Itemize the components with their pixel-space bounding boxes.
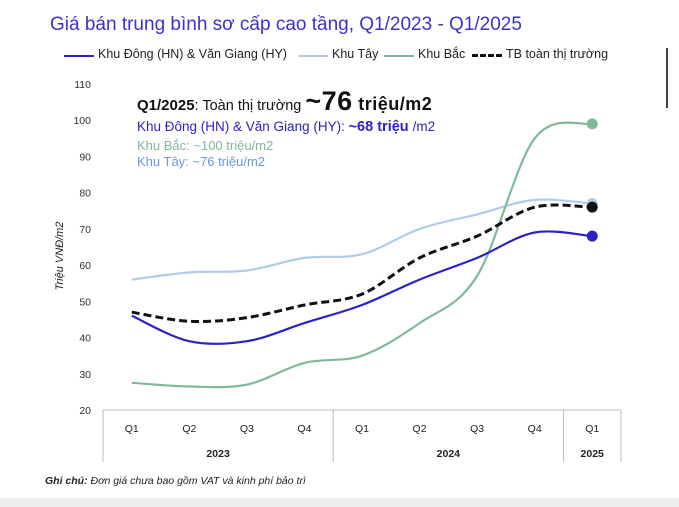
y-axis: 20 30 40 50 60 70 80 90 100 110 bbox=[73, 79, 91, 417]
series-line-tb bbox=[131, 203, 593, 324]
bottom-strip bbox=[0, 498, 679, 507]
x-tick-label: Q1 bbox=[355, 423, 369, 435]
y-tick-label: 90 bbox=[79, 151, 91, 163]
series-line-khu-dong bbox=[131, 230, 593, 345]
callout-dong-value: ~68 triệu bbox=[348, 119, 413, 135]
panel-edge-divider bbox=[666, 48, 668, 108]
x-group-label: 2024 bbox=[437, 448, 461, 460]
series-line-khu-tay bbox=[131, 198, 593, 281]
footnote: Ghi chú: Đơn giá chưa bao gồm VAT và kin… bbox=[45, 475, 306, 487]
y-tick-label: 80 bbox=[79, 188, 91, 200]
legend-swatch-khu-bac bbox=[384, 55, 414, 57]
legend-label-tb: TB toàn thị trường bbox=[506, 47, 609, 61]
y-tick-label: 20 bbox=[79, 405, 91, 417]
legend-label-khu-tay: Khu Tây bbox=[332, 47, 379, 61]
x-tick-label: Q2 bbox=[182, 423, 196, 435]
y-tick-label: 30 bbox=[79, 369, 91, 381]
x-axis: Q1 Q2 Q3 Q4 Q1 Q2 Q3 Q4 Q1 2023 2024 2025 bbox=[102, 409, 622, 462]
x-tick-label: Q2 bbox=[413, 423, 427, 435]
series-line-khu-bac bbox=[131, 121, 593, 389]
y-tick-label: 110 bbox=[74, 79, 91, 91]
callout-total-unit: triệu/m2 bbox=[352, 94, 433, 114]
series-layer bbox=[131, 118, 598, 389]
series-end-point bbox=[586, 118, 598, 130]
legend-label-khu-bac: Khu Bắc bbox=[418, 47, 466, 61]
footnote-label: Ghi chú: bbox=[45, 475, 88, 487]
y-tick-label: 100 bbox=[73, 115, 91, 127]
x-tick-label: Q4 bbox=[528, 423, 542, 435]
callout-total-label: : Toàn thị trường bbox=[194, 98, 306, 114]
callout-dong-label: Khu Đông (HN) & Văn Giang (HY): bbox=[137, 119, 349, 134]
callout-total-value: ~76 bbox=[305, 86, 353, 116]
callout-period: Q1/2025 bbox=[137, 97, 195, 114]
legend-swatch-tb bbox=[472, 54, 502, 57]
legend-swatch-khu-tay bbox=[298, 55, 328, 57]
series-end-point bbox=[586, 230, 598, 242]
legend-label-khu-dong: Khu Đông (HN) & Văn Giang (HY) bbox=[98, 47, 287, 61]
legend-swatch-khu-dong bbox=[64, 55, 94, 57]
y-tick-label: 60 bbox=[79, 260, 91, 272]
callout-khu-dong: Khu Đông (HN) & Văn Giang (HY): ~68 triệ… bbox=[137, 119, 435, 135]
callout-dong-unit: /m2 bbox=[412, 119, 436, 134]
x-tick-label: Q4 bbox=[297, 423, 311, 435]
y-axis-label: Triệu VNĐ/m2 bbox=[54, 222, 66, 291]
x-tick-label: Q3 bbox=[240, 423, 254, 435]
x-group-label: 2023 bbox=[206, 448, 230, 460]
x-group-label: 2025 bbox=[581, 448, 605, 460]
footnote-text: Đơn giá chưa bao gồm VAT và kinh phí bảo… bbox=[87, 475, 306, 487]
series-end-point bbox=[586, 201, 598, 213]
y-tick-label: 40 bbox=[79, 333, 91, 345]
y-tick-label: 70 bbox=[79, 224, 91, 236]
y-tick-label: 50 bbox=[79, 296, 91, 308]
x-tick-label: Q3 bbox=[470, 423, 484, 435]
callout-khu-tay: Khu Tây: ~76 triệu/m2 bbox=[137, 154, 266, 169]
chart-title: Giá bán trung bình sơ cấp cao tầng, Q1/2… bbox=[50, 14, 522, 35]
x-tick-label: Q1 bbox=[125, 423, 139, 435]
callout-total-market: Q1/2025: Toàn thị trường ~76 triệu/m2 bbox=[137, 86, 432, 117]
x-tick-label: Q1 bbox=[585, 423, 599, 435]
callout-khu-bac: Khu Bắc: ~100 triệu/m2 bbox=[137, 138, 274, 153]
